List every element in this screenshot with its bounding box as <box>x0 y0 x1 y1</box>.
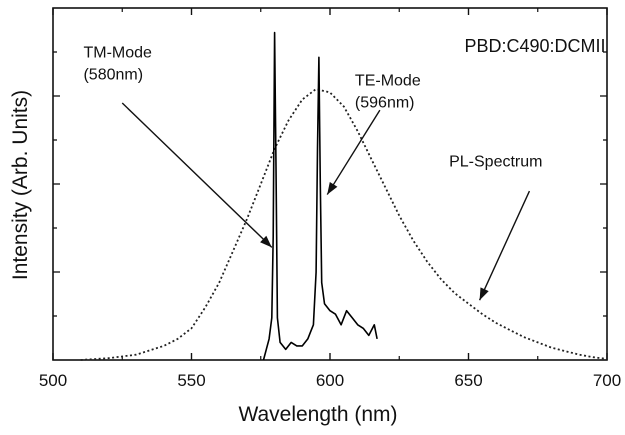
annotation-pl: PL-Spectrum <box>449 153 542 301</box>
series-group <box>80 31 608 361</box>
x-tick-label: 600 <box>316 371 344 390</box>
annotation-tm-text: (580nm) <box>83 66 143 83</box>
annotation-te-arrowhead <box>327 182 338 195</box>
annotation-te: TE-Mode (596nm) <box>326 72 421 195</box>
y-axis-title: Intensity (Arb. Units) <box>9 90 32 280</box>
annotation-tm-arrow <box>121 102 273 248</box>
sample-label: PBD:C490:DCMII <box>464 36 605 56</box>
axis-ticks: 500 550 600 650 700 <box>39 8 621 390</box>
x-axis-title: Wavelength (nm) <box>238 403 397 426</box>
annotation-pl-arrowhead <box>479 287 489 301</box>
annotation-tm-arrowhead <box>260 235 272 248</box>
x-tick-label: 700 <box>593 371 621 390</box>
annotations-group: TM-Mode (580nm) TE-Mode (596nm) PL-Spectrum <box>83 44 542 301</box>
annotation-tm: TM-Mode (580nm) <box>83 44 273 248</box>
x-tick-label: 550 <box>177 371 205 390</box>
annotation-pl-arrow <box>478 190 531 301</box>
annotation-tm-text: TM-Mode <box>83 44 152 61</box>
annotation-pl-text: PL-Spectrum <box>449 153 542 170</box>
annotation-te-arrow <box>326 109 381 195</box>
x-tick-label: 500 <box>39 371 67 390</box>
x-tick-label: 650 <box>454 371 482 390</box>
annotation-te-text: TE-Mode <box>355 72 421 89</box>
annotation-te-text: (596nm) <box>355 94 415 111</box>
series-modes-line <box>262 31 378 361</box>
series-pl-line <box>80 88 608 361</box>
